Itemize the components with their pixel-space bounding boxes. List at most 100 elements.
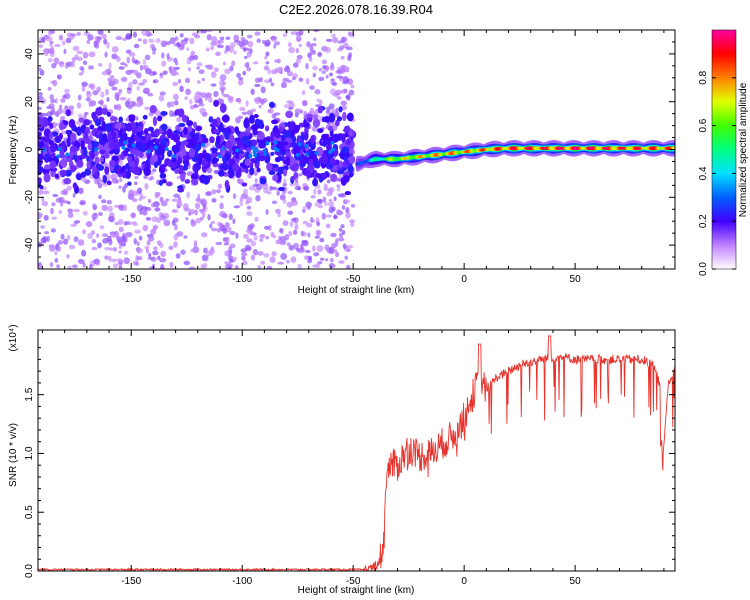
noise-speck	[132, 79, 138, 85]
noise-speck	[144, 183, 149, 190]
noise-core	[157, 115, 163, 122]
noise-speck	[335, 107, 339, 113]
noise-speck	[233, 256, 237, 262]
noise-speck	[96, 86, 101, 93]
noise-speck	[342, 76, 347, 82]
noise-speck	[307, 52, 312, 58]
noise-speck	[143, 87, 149, 93]
noise-speck	[178, 78, 182, 84]
noise-speck	[285, 65, 290, 70]
noise-speck	[82, 210, 88, 216]
noise-speck	[256, 38, 261, 44]
noise-speck	[101, 33, 107, 40]
noise-speck	[250, 254, 256, 261]
noise-core	[151, 154, 159, 163]
noise-speck	[294, 178, 299, 183]
noise-speck	[42, 48, 50, 54]
noise-core	[102, 174, 107, 184]
noise-speck	[325, 258, 329, 262]
noise-speck	[336, 75, 343, 79]
noise-speck	[55, 110, 59, 116]
noise-core	[329, 158, 336, 165]
noise-speck	[228, 213, 233, 221]
noise-speck	[38, 92, 43, 97]
noise-speck	[276, 190, 280, 196]
x-tick-label: 50	[570, 274, 582, 285]
noise-core	[58, 132, 63, 140]
noise-speck	[321, 70, 327, 75]
noise-speck	[151, 51, 156, 55]
noise-speck	[108, 215, 114, 223]
noise-speck	[183, 203, 189, 210]
noise-speck	[89, 263, 93, 269]
noise-speck	[286, 79, 293, 83]
noise-core	[38, 156, 41, 165]
noise-speck	[270, 231, 275, 238]
noise-speck	[174, 100, 179, 106]
noise-speck	[323, 185, 329, 192]
noise-core	[104, 166, 110, 175]
noise-core	[60, 158, 68, 168]
noise-speck	[207, 214, 211, 221]
noise-core	[136, 130, 143, 137]
noise-speck	[345, 211, 351, 219]
noise-speck	[255, 195, 261, 202]
noise-speck	[190, 248, 195, 253]
noise-speck	[91, 246, 98, 251]
noise-speck	[280, 252, 288, 260]
noise-speck	[193, 240, 198, 248]
noise-speck	[199, 216, 204, 221]
noise-speck	[159, 257, 167, 263]
colorbar-tick-label: 0.8	[698, 70, 709, 84]
noise-speck	[60, 98, 66, 103]
noise-speck	[73, 208, 80, 213]
noise-speck	[252, 248, 259, 256]
noise-speck	[217, 183, 223, 190]
noise-core	[70, 132, 77, 142]
noise-speck	[88, 100, 93, 108]
noise-speck	[316, 245, 324, 253]
noise-speck	[325, 110, 331, 114]
noise-speck	[152, 168, 157, 173]
noise-speck	[111, 46, 119, 53]
noise-speck	[49, 94, 55, 100]
noise-speck	[88, 83, 93, 89]
noise-speck	[334, 240, 339, 247]
noise-speck	[210, 220, 215, 225]
noise-core	[244, 158, 251, 167]
noise-speck	[128, 189, 135, 197]
noise-core	[205, 153, 212, 162]
noise-speck	[302, 209, 306, 213]
noise-core	[321, 172, 328, 180]
noise-speck	[249, 223, 255, 229]
noise-speck	[239, 199, 243, 207]
noise-speck	[293, 229, 298, 235]
noise-core	[238, 153, 246, 159]
noise-speck	[38, 241, 43, 248]
noise-speck	[133, 59, 139, 64]
noise-speck	[300, 231, 307, 237]
noise-speck	[200, 30, 208, 34]
noise-speck	[104, 51, 108, 58]
noise-speck	[239, 106, 246, 112]
noise-core	[209, 136, 215, 144]
noise-speck	[346, 264, 351, 269]
noise-speck	[295, 222, 299, 229]
noise-speck	[48, 103, 55, 109]
noise-speck	[160, 213, 165, 218]
noise-speck	[211, 189, 217, 195]
noise-speck	[163, 219, 171, 227]
noise-speck	[38, 106, 43, 110]
noise-speck	[263, 253, 270, 258]
noise-peak	[295, 152, 300, 157]
noise-speck	[51, 62, 57, 69]
noise-speck	[189, 37, 195, 45]
noise-speck	[244, 62, 250, 68]
noise-speck	[81, 249, 87, 257]
noise-speck	[117, 218, 124, 225]
noise-core	[190, 173, 198, 181]
noise-speck	[91, 238, 97, 244]
noise-speck	[206, 64, 213, 69]
noise-speck	[273, 43, 277, 49]
noise-speck	[88, 51, 96, 58]
